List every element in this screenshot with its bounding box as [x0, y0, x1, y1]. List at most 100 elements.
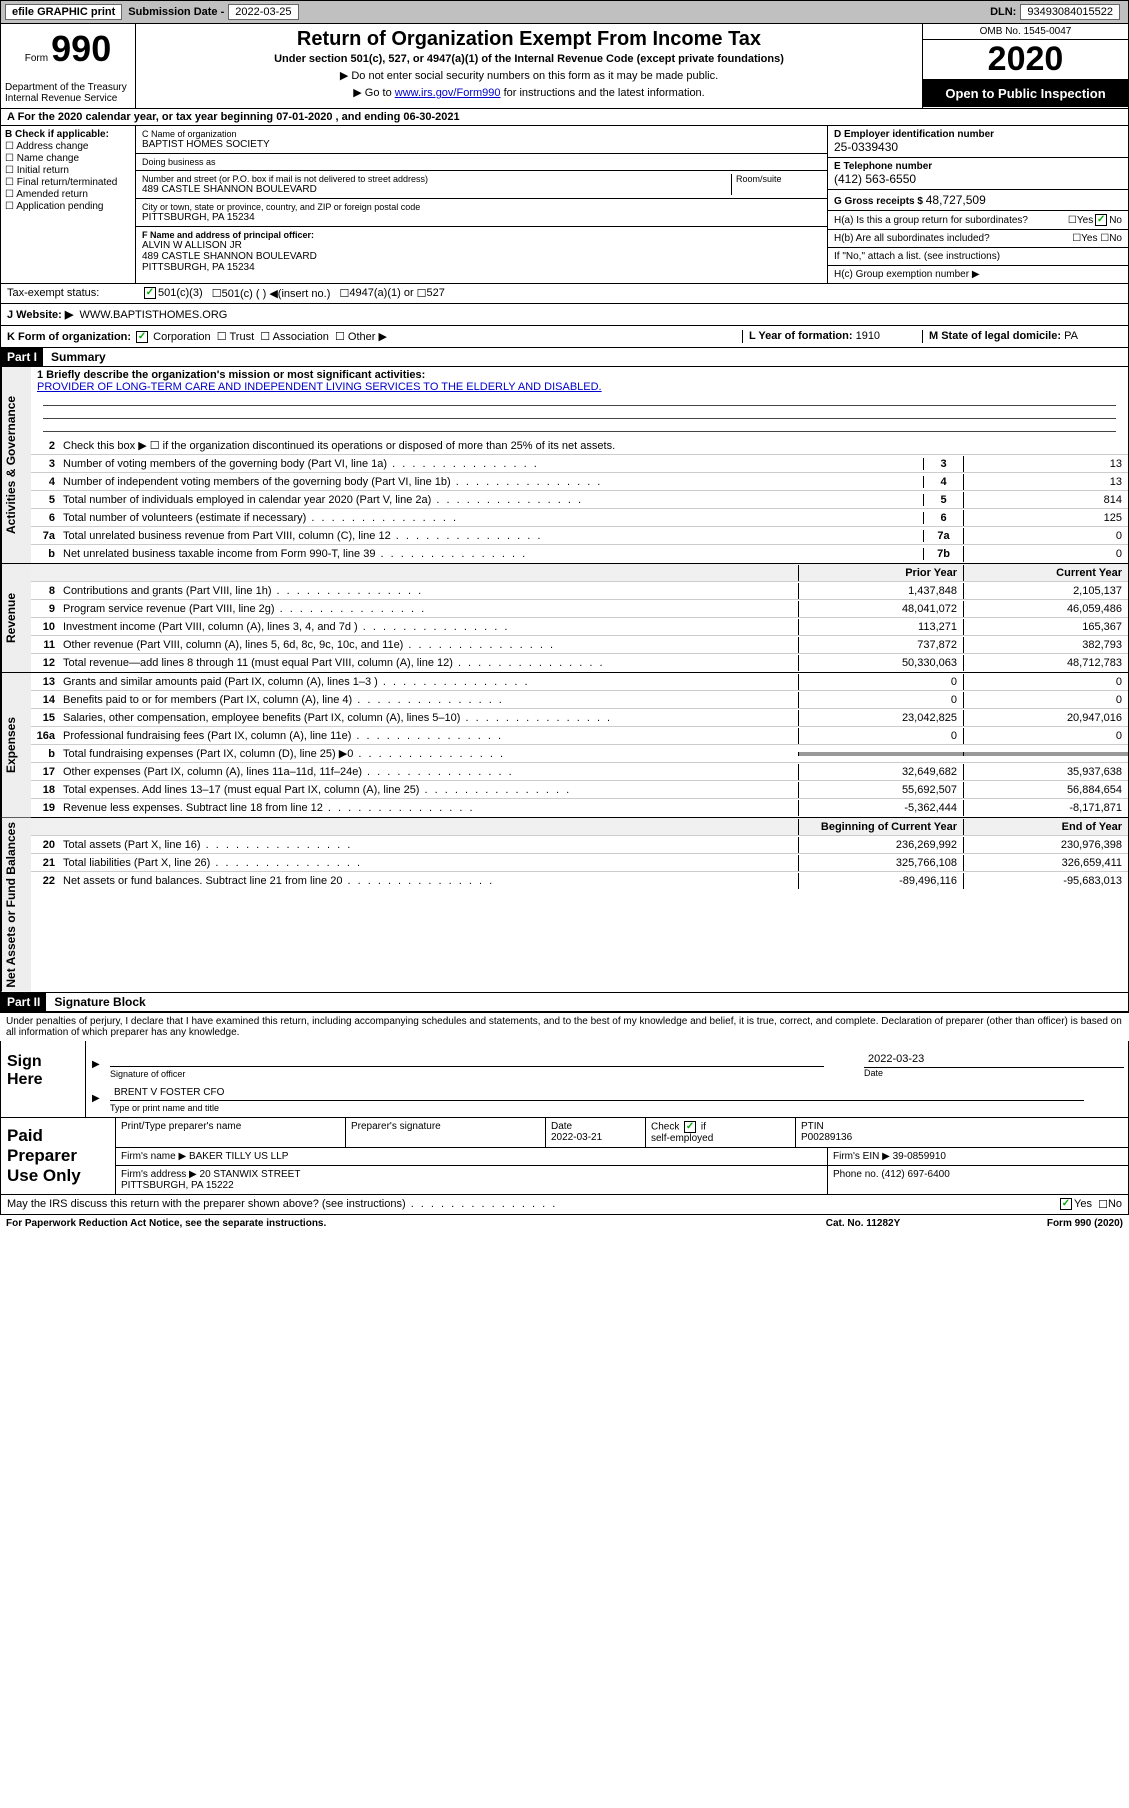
city-label: City or town, state or province, country…	[142, 202, 821, 212]
officer-addr: 489 CASTLE SHANNON BOULEVARD PITTSBURGH,…	[142, 251, 821, 273]
website-label: J Website: ▶	[7, 309, 73, 321]
opt-501c: 501(c) ( ) ◀(insert no.)	[222, 287, 331, 300]
m-label: M State of legal domicile:	[929, 330, 1061, 342]
form-number: 990	[51, 28, 111, 69]
table-row: 21Total liabilities (Part X, line 26)325…	[31, 854, 1128, 872]
pt-self-label[interactable]: Check ifself-employed	[646, 1118, 796, 1147]
opt-corp: Corporation	[153, 331, 210, 343]
cat-no: Cat. No. 11282Y	[763, 1218, 963, 1229]
table-row: 11Other revenue (Part VIII, column (A), …	[31, 636, 1128, 654]
department-label: Department of the Treasury Internal Reve…	[5, 82, 131, 104]
pra-notice: For Paperwork Reduction Act Notice, see …	[6, 1218, 763, 1229]
table-row: 7aTotal unrelated business revenue from …	[31, 527, 1128, 545]
table-row: 14Benefits paid to or for members (Part …	[31, 691, 1128, 709]
gross-label: G Gross receipts $	[834, 196, 923, 207]
mission-block: 1 Briefly describe the organization's mi…	[31, 367, 1128, 437]
side-tab-revenue: Revenue	[1, 564, 31, 672]
hdr-prior: Prior Year	[798, 565, 963, 581]
efile-print-button[interactable]: efile GRAPHIC print	[5, 4, 122, 20]
chk-application-pending[interactable]: ☐ Application pending	[5, 201, 131, 212]
chk-final-return[interactable]: ☐ Final return/terminated	[5, 177, 131, 188]
room-label: Room/suite	[736, 174, 821, 184]
addr-label: Number and street (or P.O. box if mail i…	[142, 174, 731, 184]
ptin: P00289136	[801, 1132, 852, 1143]
col-b: B Check if applicable: ☐ Address change …	[1, 126, 136, 283]
firm-name-label: Firm's name ▶	[121, 1151, 186, 1162]
firm-ein: 39-0859910	[893, 1151, 946, 1162]
opt-other: Other ▶	[348, 331, 387, 343]
chk-corporation[interactable]	[136, 331, 148, 343]
goto-post: for instructions and the latest informat…	[501, 87, 705, 99]
sig-name-line: BRENT V FOSTER CFO	[110, 1085, 1084, 1101]
dba-label: Doing business as	[142, 157, 821, 167]
m-value: PA	[1064, 330, 1078, 342]
submission-date-label: Submission Date -	[128, 6, 224, 18]
mission-text: PROVIDER OF LONG-TERM CARE AND INDEPENDE…	[37, 381, 602, 393]
side-tab-governance: Activities & Governance	[1, 367, 31, 563]
part1-badge: Part I	[1, 348, 43, 366]
phone-value: (412) 563-6550	[834, 172, 1122, 186]
public-inspection: Open to Public Inspection	[923, 80, 1128, 107]
form-title: Return of Organization Exempt From Incom…	[140, 28, 918, 51]
tax-year: 2020	[923, 40, 1128, 80]
dln-label: DLN:	[990, 6, 1016, 18]
hdr-end: End of Year	[963, 819, 1128, 835]
ein-value: 25-0339430	[834, 140, 1122, 154]
part2-title: Signature Block	[46, 993, 153, 1011]
irs-link[interactable]: www.irs.gov/Form990	[395, 87, 501, 99]
sign-here-block: Sign Here Signature of officer 2022-03-2…	[0, 1041, 1129, 1118]
org-name: BAPTIST HOMES SOCIETY	[142, 139, 821, 150]
sig-officer-sub: Signature of officer	[90, 1069, 864, 1079]
sig-date: 2022-03-23	[864, 1051, 1124, 1068]
discuss-yes: Yes	[1074, 1198, 1092, 1211]
governance-section: Activities & Governance 1 Briefly descri…	[0, 367, 1129, 564]
chk-initial-return[interactable]: ☐ Initial return	[5, 165, 131, 176]
table-row: 9Program service revenue (Part VIII, lin…	[31, 600, 1128, 618]
line2: Check this box ▶ ☐ if the organization d…	[59, 437, 1128, 454]
table-row: 8Contributions and grants (Part VIII, li…	[31, 582, 1128, 600]
ein-label: D Employer identification number	[834, 129, 1122, 140]
table-row: 13Grants and similar amounts paid (Part …	[31, 673, 1128, 691]
hc-label: H(c) Group exemption number ▶	[828, 266, 1128, 283]
ha-label: H(a) Is this a group return for subordin…	[834, 215, 1068, 226]
sig-officer-line[interactable]	[110, 1051, 824, 1067]
ha-yes[interactable]: ☐Yes	[1068, 215, 1093, 226]
ssn-note: ▶ Do not enter social security numbers o…	[140, 69, 918, 82]
preparer-block: Paid Preparer Use Only Print/Type prepar…	[0, 1118, 1129, 1195]
exempt-status-row: Tax-exempt status: 501(c)(3) ☐ 501(c) ( …	[0, 284, 1129, 304]
section-b-through-h: B Check if applicable: ☐ Address change …	[0, 126, 1129, 284]
goto-pre: ▶ Go to	[353, 87, 394, 99]
table-row: 3Number of voting members of the governi…	[31, 455, 1128, 473]
form-label: Form	[25, 53, 48, 64]
website-value: WWW.BAPTISTHOMES.ORG	[79, 309, 227, 321]
col-c: C Name of organization BAPTIST HOMES SOC…	[136, 126, 828, 283]
side-tab-expenses: Expenses	[1, 673, 31, 817]
hb-label: H(b) Are all subordinates included?	[834, 233, 1072, 244]
mission-label: 1 Briefly describe the organization's mi…	[37, 369, 425, 381]
chk-address-change[interactable]: ☐ Address change	[5, 141, 131, 152]
part2-badge: Part II	[1, 993, 46, 1011]
table-row: bNet unrelated business taxable income f…	[31, 545, 1128, 563]
sign-here-label: Sign Here	[1, 1041, 86, 1117]
hb-yesno[interactable]: ☐Yes ☐No	[1072, 233, 1122, 244]
table-row: 20Total assets (Part X, line 16)236,269,…	[31, 836, 1128, 854]
chk-501c3[interactable]	[144, 287, 156, 299]
dln-field: 93493084015522	[1020, 4, 1120, 20]
opt-527: 527	[427, 287, 445, 300]
chk-name-change[interactable]: ☐ Name change	[5, 153, 131, 164]
discuss-no: No	[1108, 1198, 1122, 1211]
pt-date-label: Date	[551, 1121, 572, 1132]
col-d: D Employer identification number 25-0339…	[828, 126, 1128, 283]
opt-assoc: Association	[273, 331, 329, 343]
table-row: 16aProfessional fundraising fees (Part I…	[31, 727, 1128, 745]
l-label: L Year of formation:	[749, 330, 853, 342]
exempt-label: Tax-exempt status:	[7, 287, 142, 300]
opt-4947: 4947(a)(1) or	[349, 287, 413, 300]
ha-no-checkbox[interactable]	[1095, 214, 1107, 226]
side-tab-netassets: Net Assets or Fund Balances	[1, 818, 31, 992]
chk-amended-return[interactable]: ☐ Amended return	[5, 189, 131, 200]
discuss-yes-checkbox[interactable]	[1060, 1198, 1072, 1210]
l-value: 1910	[856, 330, 880, 342]
discuss-row: May the IRS discuss this return with the…	[0, 1195, 1129, 1215]
form-subtitle: Under section 501(c), 527, or 4947(a)(1)…	[140, 53, 918, 65]
